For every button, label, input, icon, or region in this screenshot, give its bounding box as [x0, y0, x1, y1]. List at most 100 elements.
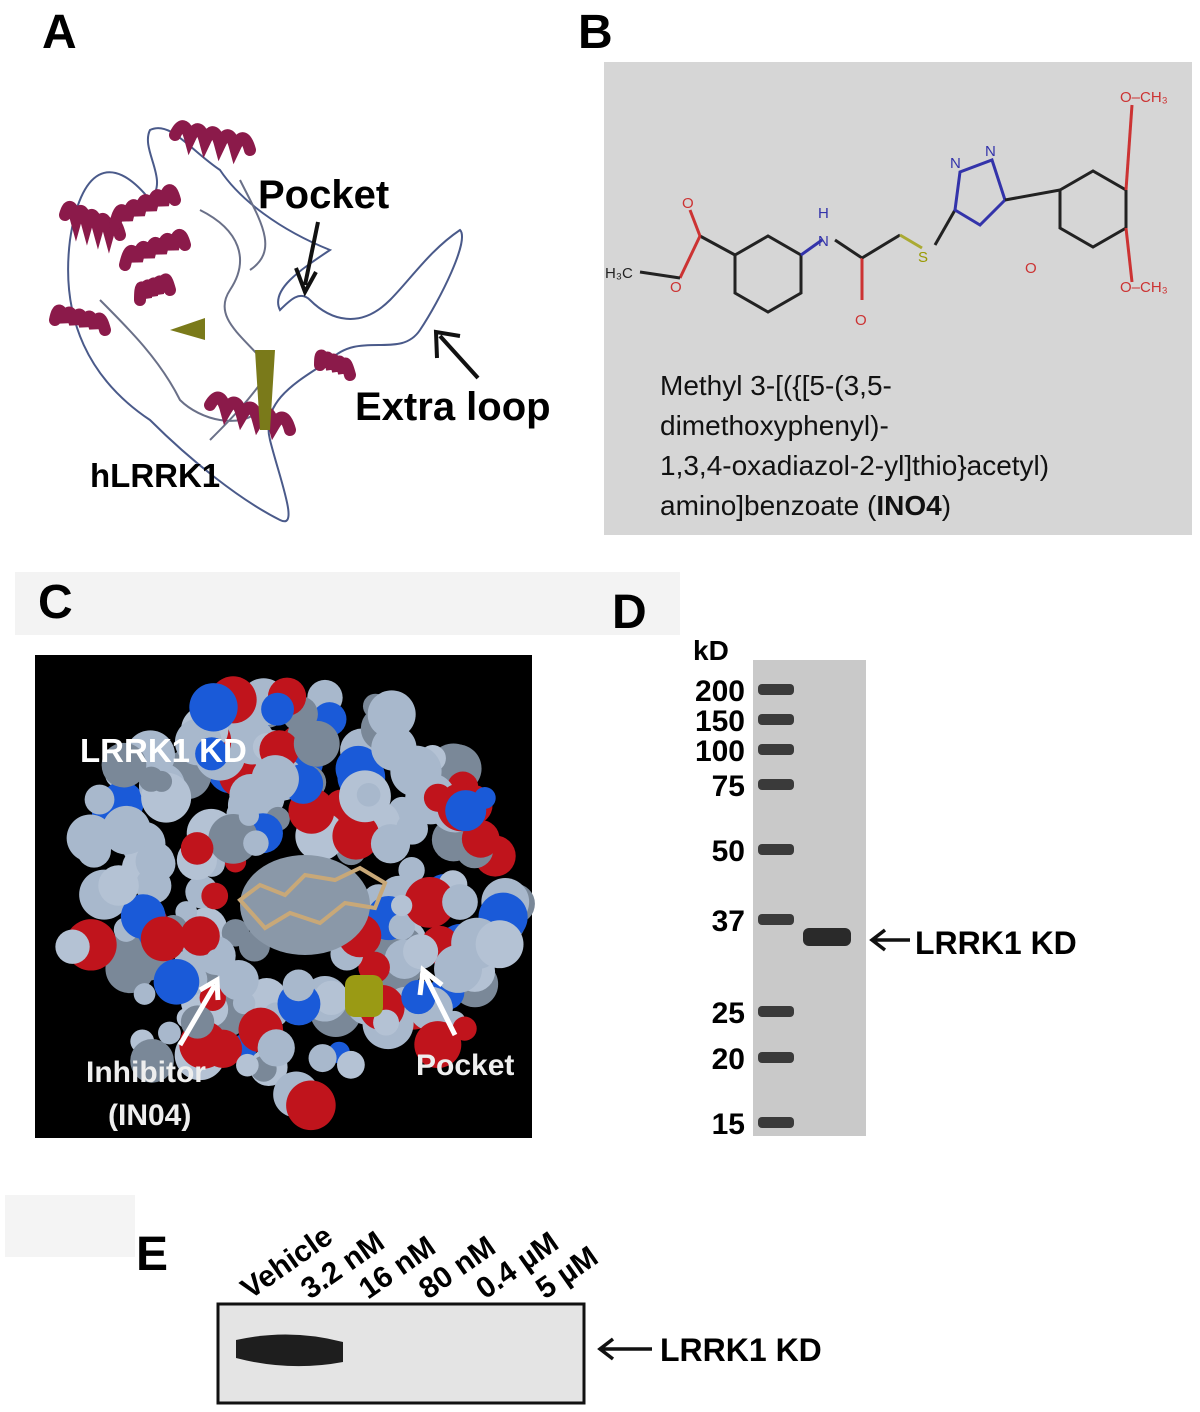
marker-label: 75 [712, 770, 745, 803]
ladder-band [758, 1052, 794, 1063]
surface-atom [218, 960, 259, 1001]
atom-label: O [1025, 260, 1037, 277]
helix [314, 349, 356, 381]
ladder-band [758, 1006, 794, 1017]
ladder-band [758, 779, 794, 790]
pocket-label: Pocket [258, 173, 389, 217]
atom-label: O–CH₃ [1120, 279, 1168, 296]
compound-name: INO4 [876, 490, 942, 521]
panel-label: B [578, 6, 613, 59]
marker-label: 200 [695, 675, 745, 708]
atom-label: N [985, 143, 996, 160]
protein-label: hLRRK1 [90, 457, 220, 494]
surface-atom [243, 830, 269, 856]
surface-atom [373, 1009, 400, 1036]
surface-atom [55, 929, 90, 964]
marker-label: 15 [712, 1108, 745, 1141]
surface-atom [153, 958, 200, 1005]
unit-label: kD [693, 635, 729, 666]
inhibitor-label: Inhibitor [86, 1056, 206, 1089]
helix [59, 201, 126, 254]
atom-label: H₃C [605, 265, 633, 282]
surface-atom [208, 813, 259, 864]
surface-atom [282, 969, 315, 1002]
marker-label: 150 [695, 705, 745, 738]
protein-band [803, 928, 851, 946]
ladder-band [758, 914, 794, 925]
surface-atom [238, 805, 259, 826]
helix [134, 273, 176, 306]
caption-line: amino]benzoate (INO4) [660, 490, 951, 521]
surface-atom [105, 944, 155, 994]
atom-label: S [918, 249, 928, 266]
surface-atom [133, 983, 156, 1005]
caption-line: dimethoxyphenyl)- [660, 410, 889, 441]
helix [169, 120, 256, 165]
ladder-band [758, 744, 794, 755]
atom-label: O [855, 312, 867, 329]
helix [109, 184, 181, 231]
surface-atom [370, 824, 411, 864]
arrow [417, 965, 458, 1037]
surface-atom [314, 980, 349, 1016]
marker-label: 50 [712, 835, 745, 868]
surface-atom [336, 1050, 365, 1079]
surface-atom [101, 742, 147, 788]
surface-atom [135, 841, 175, 881]
surface-atom [84, 784, 115, 815]
arrow [869, 928, 910, 952]
ladder-band [758, 684, 794, 695]
band-label: LRRK1 KD [660, 1332, 822, 1368]
panel-label: D [612, 586, 647, 639]
panel-label: E [136, 1228, 168, 1281]
beta-strands [170, 318, 275, 430]
marker-label: 25 [712, 997, 745, 1030]
surface-atom [371, 725, 417, 771]
surface-atom [367, 690, 416, 739]
surface-atom [158, 1021, 181, 1045]
marker-label: 20 [712, 1043, 745, 1076]
inhibitor-id: (IN04) [108, 1099, 191, 1132]
surface-atom [201, 882, 229, 910]
surface-atom [445, 790, 487, 832]
caption-text: amino]benzoate ( [660, 490, 877, 521]
structure-box [604, 62, 1192, 535]
atom-label: O [682, 195, 694, 212]
surface-atom [286, 1080, 336, 1131]
surface-atom [151, 770, 173, 792]
arrow [597, 1337, 652, 1361]
surface-atom [98, 865, 139, 906]
surface-atom [388, 913, 415, 940]
arrow [433, 329, 480, 380]
band-label: LRRK1 KD [915, 925, 1077, 961]
panel-label: C [38, 576, 73, 629]
helix [49, 304, 111, 336]
sulfur-atom [345, 975, 383, 1017]
ladder-band [758, 1117, 794, 1128]
surface-atom [293, 720, 340, 767]
ladder-band [758, 844, 794, 855]
header-strip [15, 572, 680, 635]
caption: Methyl 3-[({[5-(3,5- dimethoxyphenyl)- 1… [660, 370, 1049, 521]
atom-label: H [818, 205, 829, 222]
surface-atom [414, 1021, 462, 1069]
helices [49, 120, 356, 441]
marker-label: 37 [712, 905, 745, 938]
surface-atom [251, 755, 299, 803]
header-strip [5, 1195, 135, 1257]
surface-atom [261, 692, 294, 726]
surface-atom [475, 920, 524, 969]
surface-atom [401, 979, 436, 1015]
arrow [177, 975, 221, 1047]
surface-atom [423, 783, 453, 812]
surface-atom [434, 944, 483, 993]
surface-atom [332, 812, 380, 860]
marker-label: 100 [695, 735, 745, 768]
caption-line: Methyl 3-[({[5-(3,5- [660, 370, 892, 401]
arrow [294, 221, 320, 297]
surface-atom [356, 782, 381, 807]
